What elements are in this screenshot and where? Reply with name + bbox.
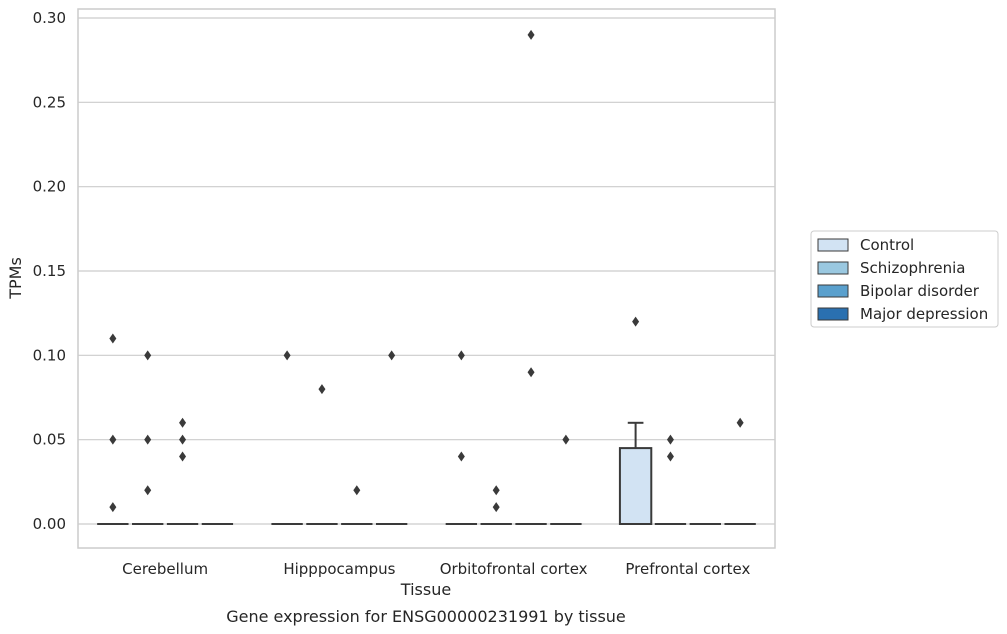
outlier-point <box>632 316 640 327</box>
y-tick-label: 0.25 <box>33 93 66 111</box>
chart-caption: Gene expression for ENSG00000231991 by t… <box>226 607 626 626</box>
legend-swatch <box>817 284 849 298</box>
outlier-point <box>457 451 465 462</box>
y-tick-label: 0.05 <box>33 431 66 449</box>
y-tick-label: 0.00 <box>33 515 66 533</box>
outlier-point <box>144 485 152 496</box>
outlier-point <box>736 417 744 428</box>
outlier-point <box>109 434 117 445</box>
y-tick-label: 0.15 <box>33 262 66 280</box>
outlier-point <box>144 350 152 361</box>
x-tick-label: Hipppocampus <box>283 560 395 578</box>
box-series <box>97 29 756 526</box>
series-bipolar-disorder <box>166 29 721 525</box>
outlier-point <box>353 485 361 496</box>
box <box>618 447 653 526</box>
outlier-point <box>109 502 117 513</box>
x-tick-labels: Cerebellum Hipppocampus Orbitofrontal cort… <box>122 560 750 578</box>
outlier-point <box>179 451 187 462</box>
outlier-point <box>318 384 326 395</box>
outlier-point <box>388 350 396 361</box>
y-tick-label: 0.10 <box>33 346 66 364</box>
gridlines <box>78 17 775 525</box>
legend-label: Major depression <box>860 305 988 323</box>
legend-label: Control <box>860 236 914 254</box>
outlier-point <box>179 417 187 428</box>
x-tick-label: Orbitofrontal cortex <box>440 560 588 578</box>
y-axis-label: TPMs <box>6 257 25 300</box>
legend: Control Schizophrenia Bipolar disorder Majo… <box>810 230 999 328</box>
y-tick-label: 0.20 <box>33 178 66 196</box>
outlier-point <box>283 350 291 361</box>
outlier-point <box>666 434 674 445</box>
outlier-point <box>179 434 187 445</box>
legend-swatch <box>817 307 849 321</box>
outlier-point <box>562 434 570 445</box>
x-tick-label: Prefrontal cortex <box>625 560 750 578</box>
x-tick-label: Cerebellum <box>122 560 208 578</box>
legend-label: Bipolar disorder <box>860 282 980 300</box>
outlier-point <box>457 350 465 361</box>
series-major-depression <box>201 350 756 525</box>
y-tick-labels: 0.00 0.05 0.10 0.15 0.20 0.25 0.30 <box>33 9 66 533</box>
legend-frame <box>810 230 999 328</box>
series-control <box>97 316 653 526</box>
outlier-point <box>527 367 535 378</box>
outlier-point <box>144 434 152 445</box>
outlier-point <box>492 485 500 496</box>
y-tick-label: 0.30 <box>33 9 66 27</box>
outlier-point <box>109 333 117 344</box>
series-schizophrenia <box>132 350 687 525</box>
outlier-point <box>527 29 535 40</box>
legend-label: Schizophrenia <box>860 259 965 277</box>
outlier-point <box>492 502 500 513</box>
legend-swatch <box>817 238 849 252</box>
legend-swatch <box>817 261 849 275</box>
outlier-point <box>666 451 674 462</box>
x-axis-label: Tissue <box>400 580 451 599</box>
plot-frame <box>77 8 776 549</box>
